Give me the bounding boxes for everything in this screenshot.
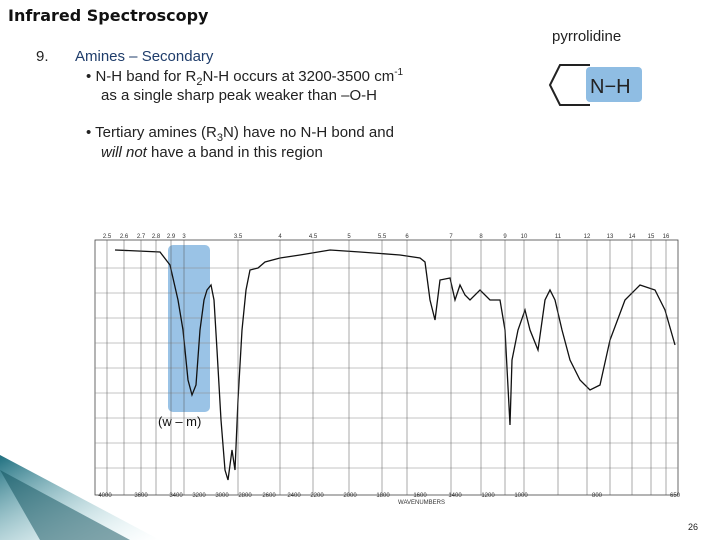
page-number: 26	[688, 522, 698, 532]
structure-label: pyrrolidine	[552, 28, 621, 45]
bottom-tick-label: 1800	[376, 493, 390, 499]
italic-text: will not	[101, 144, 148, 161]
top-tick-label: 14	[629, 234, 636, 240]
bullet-marker: •	[86, 124, 91, 141]
bottom-tick-label: 2200	[310, 493, 324, 499]
bottom-tick-label: 2800	[238, 493, 252, 499]
subscript: 2	[196, 76, 202, 88]
bottom-tick-label: 2400	[287, 493, 301, 499]
top-tick-label: 5.5	[378, 234, 387, 240]
functional-group: N−H	[590, 76, 631, 98]
top-tick-label: 9	[503, 234, 507, 240]
spectrum-curve	[114, 249, 676, 481]
top-tick-label: 16	[663, 234, 670, 240]
bottom-tick-label: 1400	[448, 493, 462, 499]
top-tick-label: 2.9	[167, 234, 176, 240]
top-tick-label: 3.5	[234, 234, 243, 240]
subscript: 3	[217, 132, 223, 144]
bullet-text: • Tertiary amines (R3N) have no N-H bond…	[86, 124, 394, 144]
highlight	[168, 245, 210, 412]
bottom-tick-label: 3000	[215, 493, 229, 499]
ir-spectrum: (w – m) WAVENUMBERS 2.5 2.6 2.7 2.8 2.9 3 3.5 4…	[94, 234, 681, 506]
top-tick-label: 2.6	[120, 234, 129, 240]
top-tick-label: 7	[449, 234, 453, 240]
top-tick-label: 12	[584, 234, 591, 240]
bullet-marker: •	[86, 68, 91, 85]
top-tick-label: 10	[521, 234, 528, 240]
top-tick-label: 2.8	[152, 234, 161, 240]
top-tick-label: 2.7	[137, 234, 146, 240]
bottom-tick-label: 1200	[481, 493, 495, 499]
text: N-H band for R	[95, 68, 196, 85]
top-tick-label: 2.5	[103, 234, 112, 240]
bullet-text: will not have a band in this region	[101, 144, 323, 161]
text: N-H occurs at 3200-3500 cm	[202, 68, 394, 85]
top-tick-label: 6	[405, 234, 409, 240]
bottom-tick-label: 2600	[262, 493, 276, 499]
bottom-tick-label: 800	[592, 493, 603, 499]
bullet-text: as a single sharp peak weaker than –O-H	[101, 87, 377, 104]
text: N) have no N-H bond and	[223, 124, 394, 141]
top-tick-label: 11	[555, 234, 562, 240]
text: Tertiary amines (R	[95, 124, 217, 141]
bottom-tick-label: 3200	[192, 493, 206, 499]
bottom-tick-label: 2000	[343, 493, 357, 499]
highlight	[586, 67, 642, 102]
annotation: (w – m)	[158, 414, 201, 429]
slide-title: Infrared Spectroscopy	[8, 6, 209, 25]
item-number: 9.	[36, 48, 49, 65]
grid	[95, 267, 678, 469]
bottom-tick-label: 1600	[413, 493, 427, 499]
axis-label: WAVENUMBERS	[398, 500, 445, 506]
top-tick-label: 13	[607, 234, 614, 240]
top-tick-label: 4.5	[309, 234, 318, 240]
corner-decoration	[0, 470, 130, 540]
text: have a band in this region	[147, 144, 323, 161]
superscript: -1	[394, 67, 403, 78]
ring	[548, 64, 590, 106]
bottom-tick-label: 3600	[134, 493, 148, 499]
top-tick-label: 15	[648, 234, 655, 240]
item-heading: Amines – Secondary	[75, 48, 214, 65]
top-tick-label: 5	[347, 234, 351, 240]
bottom-tick-label: 650	[670, 493, 681, 499]
bottom-tick-label: 4000	[98, 493, 112, 499]
bottom-tick-label: 1000	[514, 493, 528, 499]
top-tick-label: 3	[182, 234, 186, 240]
top-tick-label: 4	[278, 234, 282, 240]
bottom-tick-label: 3400	[169, 493, 183, 499]
top-tick-label: 8	[479, 234, 483, 240]
bullet-text: • N-H band for R2N-H occurs at 3200-3500…	[86, 67, 404, 88]
